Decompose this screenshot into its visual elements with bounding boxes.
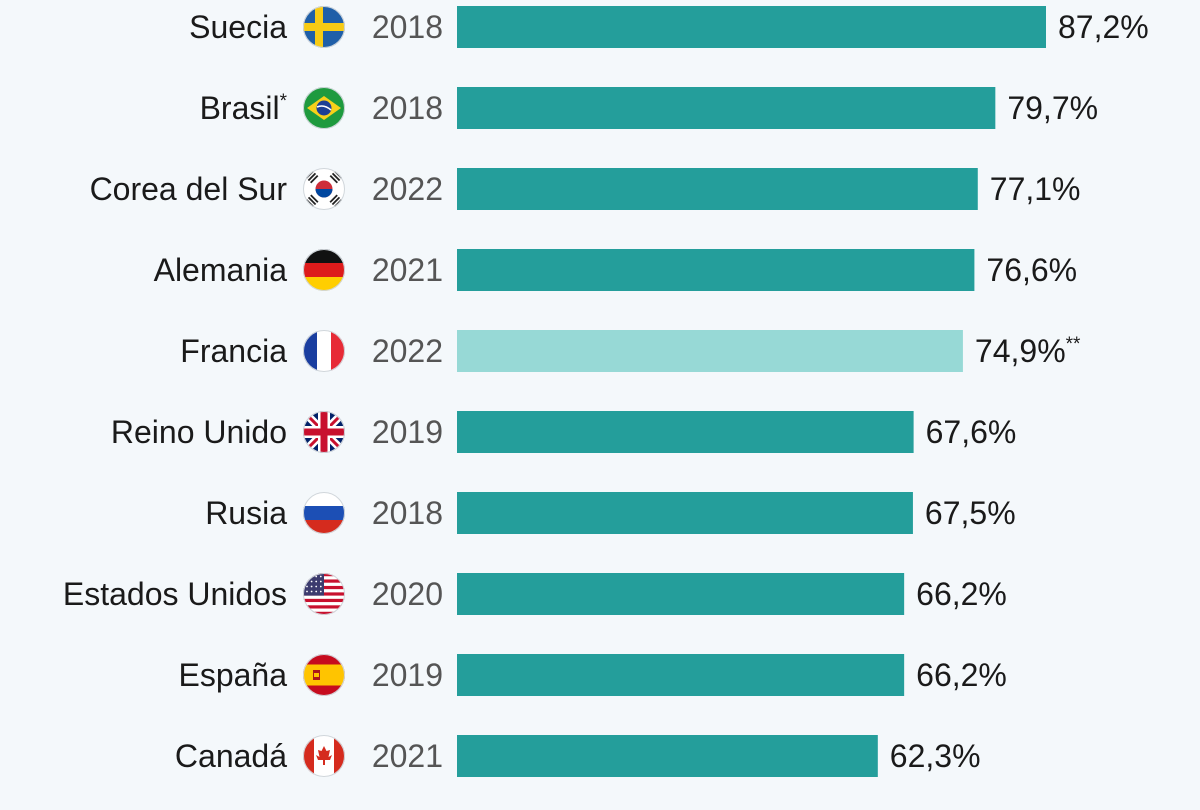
country-label: Canadá <box>175 738 287 774</box>
footnote-mark: * <box>280 91 288 112</box>
flag-border <box>303 330 345 372</box>
flag-border <box>303 249 345 291</box>
bar <box>457 411 914 453</box>
bar <box>457 6 1046 48</box>
year-label: 2022 <box>372 333 443 369</box>
flag-border <box>303 87 345 129</box>
flag-border <box>303 411 345 453</box>
flag-border <box>303 168 345 210</box>
year-label: 2019 <box>372 657 443 693</box>
bar <box>457 573 905 615</box>
flag-border <box>303 573 345 615</box>
year-label: 2021 <box>372 252 443 288</box>
canada-flag-icon <box>303 735 345 777</box>
value-label: 77,1% <box>990 171 1081 207</box>
country-label: España <box>178 657 287 693</box>
country-label: Francia <box>180 333 287 369</box>
flag-border <box>303 654 345 696</box>
year-label: 2018 <box>372 9 443 45</box>
footnote-mark: ** <box>1066 334 1081 355</box>
country-label: Estados Unidos <box>63 576 287 612</box>
year-label: 2022 <box>372 171 443 207</box>
country-label: Alemania <box>154 252 288 288</box>
value-label: 67,5% <box>925 495 1016 531</box>
value-label: 79,7% <box>1007 90 1098 126</box>
bar <box>457 168 978 210</box>
bar <box>457 735 878 777</box>
country-label: Suecia <box>189 9 287 45</box>
spain-flag-icon <box>303 654 345 696</box>
united-states-flag-icon <box>303 573 345 615</box>
country-label: Rusia <box>205 495 287 531</box>
year-label: 2018 <box>372 495 443 531</box>
value-label: 87,2% <box>1058 9 1149 45</box>
flag-border <box>303 492 345 534</box>
country-label: Brasil* <box>200 90 288 126</box>
year-label: 2019 <box>372 414 443 450</box>
value-label: 67,6% <box>926 414 1017 450</box>
value-label: 76,6% <box>986 252 1077 288</box>
year-label: 2021 <box>372 738 443 774</box>
value-label: 62,3% <box>890 738 981 774</box>
united-kingdom-flag-icon <box>303 411 345 453</box>
south-korea-flag-icon <box>303 168 345 210</box>
bar <box>457 87 996 129</box>
country-label: Corea del Sur <box>90 171 288 207</box>
year-label: 2018 <box>372 90 443 126</box>
value-label: 66,2% <box>916 657 1007 693</box>
bar <box>457 249 975 291</box>
bar <box>457 492 913 534</box>
year-label: 2020 <box>372 576 443 612</box>
value-label: 66,2% <box>916 576 1007 612</box>
sweden-flag-icon <box>303 6 345 48</box>
flag-border <box>303 735 345 777</box>
country-label: Reino Unido <box>111 414 287 450</box>
flag-border <box>303 6 345 48</box>
brazil-flag-icon <box>303 87 345 129</box>
bar <box>457 654 905 696</box>
bar <box>457 330 963 372</box>
value-label: 74,9%** <box>975 333 1081 369</box>
